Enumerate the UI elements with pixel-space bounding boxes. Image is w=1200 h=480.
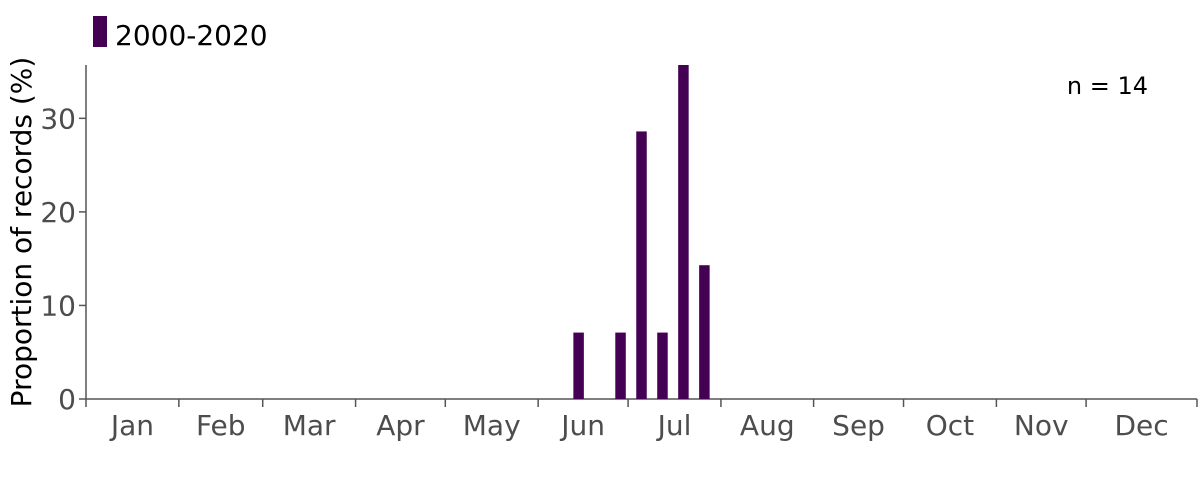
x-axis: Jan Feb Mar Apr May Jun Jul Aug Sep Oct Nov Dec bbox=[85, 398, 1198, 442]
x-tick-label: Nov bbox=[1014, 409, 1069, 442]
y-tick-label: 30 bbox=[40, 102, 76, 135]
y-tick-label: 20 bbox=[40, 196, 76, 229]
x-tick-label: Oct bbox=[926, 409, 974, 442]
x-tick-label: Mar bbox=[283, 409, 336, 442]
sample-size-annotation: n = 14 bbox=[1067, 72, 1148, 100]
x-tick-label: May bbox=[463, 409, 521, 442]
x-tick-label: Jul bbox=[656, 409, 692, 442]
x-tick-label: Jun bbox=[559, 409, 605, 442]
x-tick-label: Dec bbox=[1114, 409, 1168, 442]
x-tick-label: Apr bbox=[376, 409, 425, 442]
x-tick-label: Jan bbox=[109, 409, 154, 442]
legend-swatch bbox=[93, 16, 107, 47]
legend: 2000-2020 bbox=[93, 16, 268, 52]
bar bbox=[636, 131, 647, 399]
bar bbox=[615, 332, 626, 399]
x-tick-label: Feb bbox=[196, 409, 246, 442]
bar bbox=[699, 265, 710, 399]
y-tick-label: 10 bbox=[40, 289, 76, 322]
bar bbox=[678, 65, 689, 399]
x-tick-label: Sep bbox=[832, 409, 885, 442]
y-tick-label: 0 bbox=[58, 383, 76, 416]
y-axis-label: Proportion of records (%) bbox=[5, 57, 38, 408]
legend-label: 2000-2020 bbox=[115, 19, 268, 52]
x-tick-label: Aug bbox=[740, 409, 795, 442]
bar bbox=[573, 332, 584, 399]
bars bbox=[573, 65, 710, 399]
bar bbox=[657, 332, 668, 399]
y-axis: 0 10 20 30 bbox=[40, 65, 87, 416]
